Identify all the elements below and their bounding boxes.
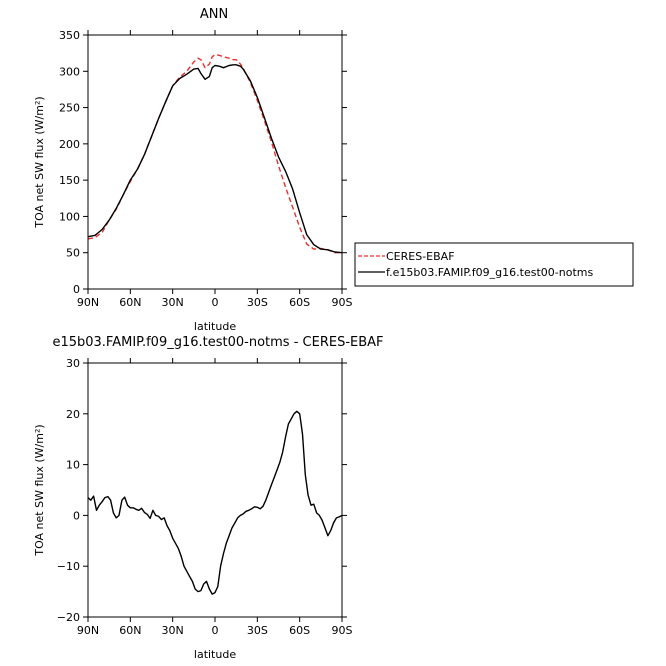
top-y-tick-label: 300 [59,65,80,78]
bottom-plot-frame [87,362,343,618]
legend-label-ceres: CERES-EBAF [386,250,455,263]
bottom-x-tick-label: 90N [77,624,99,637]
bottom-x-tick-label: 90S [332,624,353,637]
top-plot-frame [87,34,343,290]
top-y-tick-label: 50 [66,247,80,260]
top-y-tick-label: 350 [59,29,80,42]
top-x-tick-label: 30S [247,296,268,309]
top-x-tick-label: 60N [119,296,141,309]
top-panel: ANN 0 50 100 150 200 250 300 350 90N 60N 30N 0 30S 60… [33,7,634,333]
bottom-y-tick-label: 10 [66,459,80,472]
bottom-y-tick-label: 20 [66,408,80,421]
top-x-tick-label: 30N [162,296,184,309]
legend-label-model: f.e15b03.FAMIP.f09_g16.test00-notms [386,266,593,279]
top-y-tick-label: 200 [59,138,80,151]
top-x-tick-label: 90S [332,296,353,309]
top-series-line-ceres-ebaf [87,53,342,254]
legend: CERES-EBAF f.e15b03.FAMIP.f09_g16.test00… [354,242,634,287]
top-x-tick-label: 90N [77,296,99,309]
legend-frame [354,242,634,287]
bottom-y-tick-label: −10 [57,560,80,573]
top-y-tick-label: 150 [59,174,80,187]
top-x-tick-label: 60S [289,296,310,309]
top-y-tick-label: 100 [59,210,80,223]
bottom-x-tick-label: 0 [212,624,219,637]
top-x-tick-label: 0 [212,296,219,309]
top-y-tick-label: 0 [73,283,80,296]
bottom-y-tick-label: 30 [66,357,80,370]
bottom-x-tick-label: 60S [289,624,310,637]
bottom-x-tick-label: 30N [162,624,184,637]
top-y-axis-title: TOA net SW flux (W/m²) [33,96,46,228]
bottom-y-axis-title: TOA net SW flux (W/m²) [33,424,46,556]
bottom-panel: e15b03.FAMIP.f09_g16.test00-notms - CERE… [33,335,384,661]
top-y-tick-label: 250 [59,102,80,115]
top-series-line-model [87,64,343,254]
bottom-x-tick-label: 30S [247,624,268,637]
bottom-y-tick-label: −20 [57,611,80,624]
bottom-x-axis-title: latitude [194,648,236,661]
bottom-x-tick-label: 60N [119,624,141,637]
top-x-axis-title: latitude [194,320,236,333]
bottom-series-line-difference [87,410,343,595]
top-panel-title: ANN [200,7,228,22]
bottom-panel-title: e15b03.FAMIP.f09_g16.test00-notms - CERE… [52,335,383,350]
bottom-y-tick-label: 0 [73,509,80,522]
